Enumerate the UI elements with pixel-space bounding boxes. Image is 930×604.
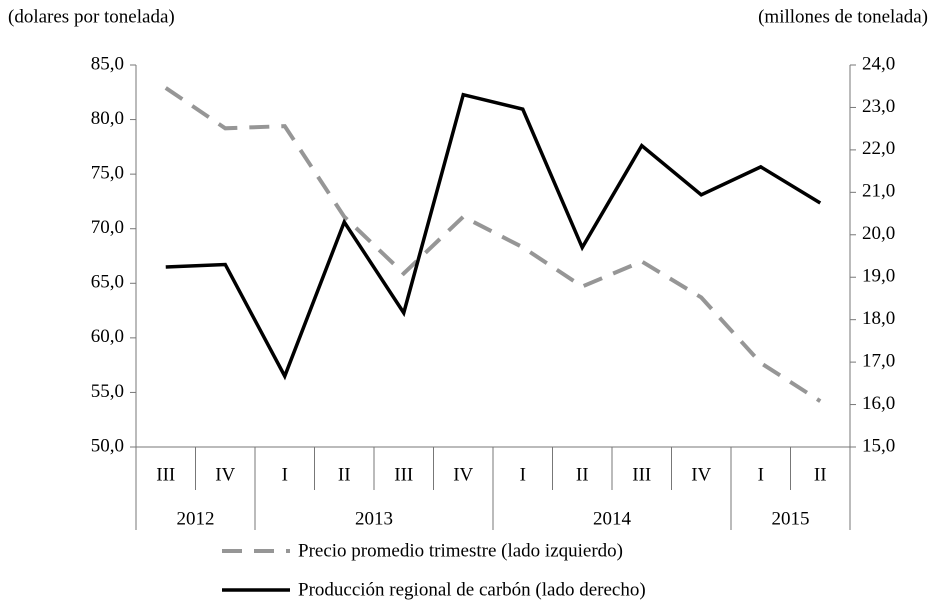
x-tick-label: II xyxy=(338,464,351,485)
series-line xyxy=(165,92,822,381)
legend-label: Producción regional de carbón (lado dere… xyxy=(298,579,646,600)
y-axis-label: (dolares por tonelada) xyxy=(8,6,175,27)
x-tick-label: IV xyxy=(691,464,711,485)
y2-tick-label: 17,0 xyxy=(862,350,895,371)
y2-tick-label: 24,0 xyxy=(862,53,895,74)
y2-tick-label: 15,0 xyxy=(862,435,895,456)
y-tick-label: 70,0 xyxy=(91,217,124,238)
x-tick-label: II xyxy=(814,464,827,485)
y2-tick-label: 16,0 xyxy=(862,393,895,414)
x-tick-label: IV xyxy=(453,464,473,485)
y2-tick-label: 23,0 xyxy=(862,96,895,117)
x-tick-label: III xyxy=(632,464,651,485)
x-tick-label: I xyxy=(520,464,526,485)
year-label: 2012 xyxy=(177,508,215,529)
x-tick-label: I xyxy=(758,464,764,485)
y2-axis-label: (millones de tonelada) xyxy=(758,6,928,27)
y2-tick-label: 21,0 xyxy=(862,181,895,202)
y2-tick-label: 19,0 xyxy=(862,266,895,287)
x-tick-label: IV xyxy=(215,464,235,485)
legend-label: Precio promedio trimestre (lado izquierd… xyxy=(298,540,623,561)
y-tick-label: 55,0 xyxy=(91,381,124,402)
y2-tick-label: 22,0 xyxy=(862,138,895,159)
x-tick-label: I xyxy=(282,464,288,485)
year-label: 2015 xyxy=(772,508,810,529)
y-tick-label: 60,0 xyxy=(91,326,124,347)
y-tick-label: 80,0 xyxy=(91,108,124,129)
x-tick-label: III xyxy=(156,464,175,485)
year-label: 2013 xyxy=(355,508,393,529)
y2-tick-label: 20,0 xyxy=(862,223,895,244)
series-line xyxy=(164,86,822,403)
year-label: 2014 xyxy=(593,508,632,529)
y-tick-label: 65,0 xyxy=(91,272,124,293)
x-tick-label: III xyxy=(394,464,413,485)
y-tick-label: 85,0 xyxy=(91,53,124,74)
x-tick-label: II xyxy=(576,464,589,485)
y2-tick-label: 18,0 xyxy=(862,308,895,329)
y-tick-label: 75,0 xyxy=(91,163,124,184)
y-tick-label: 50,0 xyxy=(91,435,124,456)
